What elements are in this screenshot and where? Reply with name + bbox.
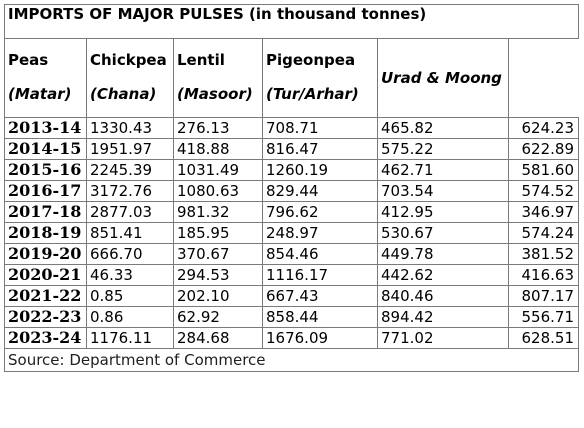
value-cell: 854.46 bbox=[262, 243, 378, 265]
year-cell: 2014-15 bbox=[4, 138, 87, 160]
value-cell: 1330.43 bbox=[86, 117, 174, 139]
year-cell: 2022-23 bbox=[4, 306, 87, 328]
value-cell: 530.67 bbox=[377, 222, 509, 244]
value-cell: 412.95 bbox=[377, 201, 509, 223]
value-cell: 202.10 bbox=[173, 285, 263, 307]
value-cell: 284.68 bbox=[173, 327, 263, 349]
value-cell: 2877.03 bbox=[86, 201, 174, 223]
table-row: 2016-17 3172.76 1080.63 829.44 703.54 574.52 bbox=[4, 180, 580, 202]
value-cell: 829.44 bbox=[262, 180, 378, 202]
table-row: 2020-21 46.33 294.53 1116.17 442.62 416.63 bbox=[4, 264, 580, 286]
value-cell: 0.86 bbox=[86, 306, 174, 328]
value-cell: 1031.49 bbox=[173, 159, 263, 181]
value-cell: 851.41 bbox=[86, 222, 174, 244]
value-cell: 449.78 bbox=[377, 243, 509, 265]
header-urad-moong: Urad & Moong bbox=[377, 38, 509, 118]
year-cell: 2021-22 bbox=[4, 285, 87, 307]
year-cell: 2017-18 bbox=[4, 201, 87, 223]
value-cell: 858.44 bbox=[262, 306, 378, 328]
header-label: Pigeonpea bbox=[266, 51, 356, 69]
value-cell: 3172.76 bbox=[86, 180, 174, 202]
value-cell: 1116.17 bbox=[262, 264, 378, 286]
value-cell: 703.54 bbox=[377, 180, 509, 202]
value-cell: 462.71 bbox=[377, 159, 509, 181]
header-label: Peas bbox=[8, 51, 49, 69]
value-cell: 666.70 bbox=[86, 243, 174, 265]
header-sublabel: (Tur/Arhar) bbox=[266, 85, 359, 103]
header-sublabel: (Chana) bbox=[90, 85, 157, 103]
value-cell: 370.67 bbox=[173, 243, 263, 265]
value-cell: 1260.19 bbox=[262, 159, 378, 181]
value-cell: 442.62 bbox=[377, 264, 509, 286]
value-cell: 0.85 bbox=[86, 285, 174, 307]
value-cell: 416.63 bbox=[507, 264, 580, 286]
value-cell: 1676.09 bbox=[262, 327, 378, 349]
value-cell: 276.13 bbox=[173, 117, 263, 139]
header-blank bbox=[509, 39, 579, 118]
header-chickpea: Chickpea (Chana) bbox=[86, 38, 174, 118]
header-lentil: Lentil (Masoor) bbox=[173, 38, 263, 118]
header-label: Lentil bbox=[177, 51, 225, 69]
header-peas: Peas (Matar) bbox=[4, 38, 87, 118]
value-cell: 465.82 bbox=[377, 117, 509, 139]
header-row: Peas (Matar) Chickpea (Chana) Lentil (Masoo… bbox=[4, 38, 579, 118]
value-cell: 62.92 bbox=[173, 306, 263, 328]
pulses-imports-table: IMPORTS OF MAJOR PULSES (in thousand ton… bbox=[3, 4, 580, 372]
value-cell: 622.89 bbox=[507, 138, 580, 160]
table-row: 2017-18 2877.03 981.32 796.62 412.95 346.97 bbox=[4, 201, 580, 223]
value-cell: 981.32 bbox=[173, 201, 263, 223]
value-cell: 1080.63 bbox=[173, 180, 263, 202]
value-cell: 46.33 bbox=[86, 264, 174, 286]
table-title: IMPORTS OF MAJOR PULSES (in thousand ton… bbox=[3, 4, 580, 39]
value-cell: 2245.39 bbox=[86, 159, 174, 181]
value-cell: 1176.11 bbox=[86, 327, 174, 349]
header-label: Chickpea bbox=[90, 51, 167, 69]
value-cell: 185.95 bbox=[173, 222, 263, 244]
value-cell: 381.52 bbox=[507, 243, 580, 265]
year-cell: 2018-19 bbox=[4, 222, 87, 244]
value-cell: 574.24 bbox=[507, 222, 580, 244]
value-cell: 807.17 bbox=[507, 285, 580, 307]
value-cell: 575.22 bbox=[377, 138, 509, 160]
value-cell: 574.52 bbox=[507, 180, 580, 202]
table-row: 2023-24 1176.11 284.68 1676.09 771.02 628.51 bbox=[4, 327, 580, 349]
value-cell: 708.71 bbox=[262, 117, 378, 139]
table-row: 2019-20 666.70 370.67 854.46 449.78 381.52 bbox=[4, 243, 580, 265]
table-row: 2018-19 851.41 185.95 248.97 530.67 574.24 bbox=[4, 222, 580, 244]
value-cell: 624.23 bbox=[507, 117, 580, 139]
source-note: Source: Department of Commerce bbox=[3, 348, 580, 372]
header-sublabel: (Masoor) bbox=[177, 85, 253, 103]
table-row: 2013-14 1330.43 276.13 708.71 465.82 624.23 bbox=[4, 117, 580, 139]
year-cell: 2020-21 bbox=[4, 264, 87, 286]
table-row: 2021-22 0.85 202.10 667.43 840.46 807.17 bbox=[4, 285, 580, 307]
year-cell: 2023-24 bbox=[4, 327, 87, 349]
value-cell: 346.97 bbox=[507, 201, 580, 223]
table-body: 2013-14 1330.43 276.13 708.71 465.82 624.23 20… bbox=[4, 117, 580, 349]
value-cell: 628.51 bbox=[507, 327, 580, 349]
year-cell: 2019-20 bbox=[4, 243, 87, 265]
value-cell: 1951.97 bbox=[86, 138, 174, 160]
value-cell: 248.97 bbox=[262, 222, 378, 244]
value-cell: 894.42 bbox=[377, 306, 509, 328]
year-cell: 2013-14 bbox=[4, 117, 87, 139]
value-cell: 667.43 bbox=[262, 285, 378, 307]
value-cell: 294.53 bbox=[173, 264, 263, 286]
header-pigeonpea: Pigeonpea (Tur/Arhar) bbox=[262, 38, 378, 118]
value-cell: 771.02 bbox=[377, 327, 509, 349]
year-cell: 2016-17 bbox=[4, 180, 87, 202]
table-row: 2022-23 0.86 62.92 858.44 894.42 556.71 bbox=[4, 306, 580, 328]
table-row: 2015-16 2245.39 1031.49 1260.19 462.71 581.60 bbox=[4, 159, 580, 181]
table-row: 2014-15 1951.97 418.88 816.47 575.22 622.89 bbox=[4, 138, 580, 160]
value-cell: 418.88 bbox=[173, 138, 263, 160]
value-cell: 581.60 bbox=[507, 159, 580, 181]
value-cell: 556.71 bbox=[507, 306, 580, 328]
value-cell: 816.47 bbox=[262, 138, 378, 160]
header-sublabel: (Matar) bbox=[8, 85, 72, 103]
year-cell: 2015-16 bbox=[4, 159, 87, 181]
value-cell: 840.46 bbox=[377, 285, 509, 307]
value-cell: 796.62 bbox=[262, 201, 378, 223]
